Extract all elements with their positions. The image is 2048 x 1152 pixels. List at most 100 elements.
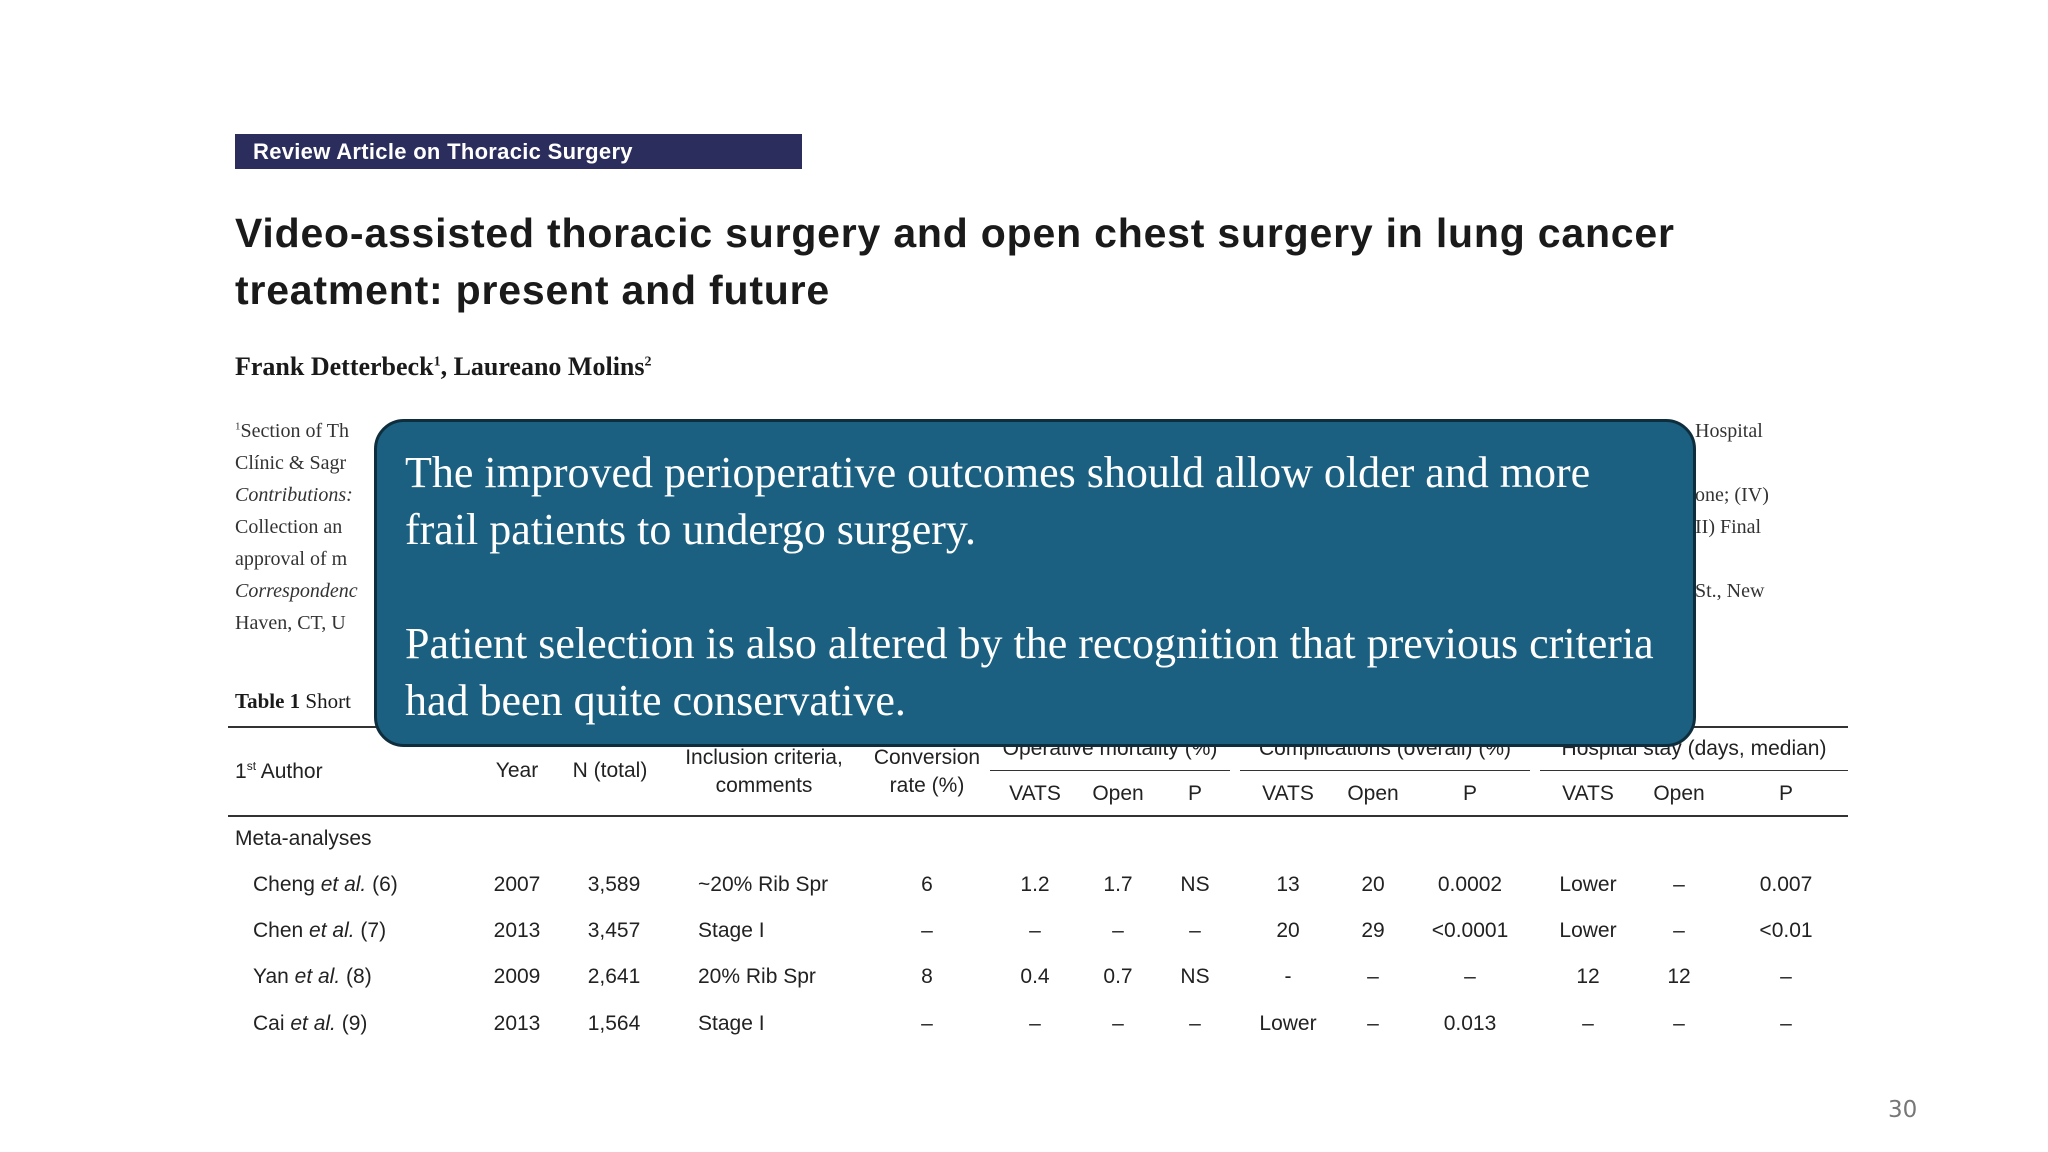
cell-c-p: – xyxy=(1464,965,1476,988)
affiliation-line: approval of m xyxy=(235,548,348,570)
cell-conv: – xyxy=(921,1012,933,1035)
cell-h-open: – xyxy=(1673,919,1685,942)
subheader-p: P xyxy=(1462,782,1478,805)
section-label: Meta-analyses xyxy=(235,827,372,850)
affiliation-line: one; (IV) xyxy=(1695,484,1769,506)
cell-year: 2009 xyxy=(493,965,541,988)
cell-incl: Stage I xyxy=(698,919,765,942)
cell-conv: 6 xyxy=(921,873,933,896)
header-conversion-line: rate (%) xyxy=(889,774,965,797)
cell-h-p: 0.007 xyxy=(1759,873,1813,896)
subheader-vats: VATS xyxy=(1009,782,1061,805)
table-caption: Table 1 Short xyxy=(235,689,351,714)
cell-h-open: – xyxy=(1673,873,1685,896)
affiliation-line: 1Section of Th xyxy=(235,420,349,443)
author-etal: et al. xyxy=(284,1012,336,1035)
author-surname: Cheng xyxy=(253,873,315,896)
cell-c-vats: - xyxy=(1284,965,1292,988)
header-author-sup: st xyxy=(246,759,257,773)
table-caption-label: Table 1 xyxy=(235,689,301,713)
journal-banner: Review Article on Thoracic Surgery xyxy=(235,134,802,169)
affiliation-superscript: 1 xyxy=(235,420,241,433)
page-number: 30 xyxy=(1888,1097,1918,1123)
cell-m-vats: – xyxy=(1029,919,1041,942)
cell-m-p: – xyxy=(1189,919,1201,942)
cell-c-vats: 20 xyxy=(1276,919,1300,942)
cell-c-p: 0.0002 xyxy=(1437,873,1503,896)
table-header-rule xyxy=(228,815,1848,817)
authors: Frank Detterbeck1, Laureano Molins2 xyxy=(235,352,652,382)
affiliation-line: St., New xyxy=(1695,580,1765,602)
subheader-open: Open xyxy=(1092,782,1144,805)
cell-h-vats: Lower xyxy=(1559,873,1617,896)
cell-year: 2013 xyxy=(493,919,541,942)
callout-text: Patient selection is also altered by the… xyxy=(405,619,1654,725)
callout-box: The improved perioperative outcomes shou… xyxy=(374,419,1696,747)
cell-c-vats: 13 xyxy=(1276,873,1300,896)
group-rule-hospital xyxy=(1540,770,1848,771)
header-author-num: 1 xyxy=(235,760,247,783)
cell-h-p: – xyxy=(1780,965,1792,988)
subheader-vats: VATS xyxy=(1262,782,1314,805)
cell-h-open: 12 xyxy=(1667,965,1691,988)
header-conversion: Conversion rate (%) xyxy=(874,744,980,800)
cell-h-vats: Lower xyxy=(1559,919,1617,942)
header-author-text: Author xyxy=(256,760,323,783)
cell-author: Yan et al. (8) xyxy=(253,965,372,989)
cell-h-open: – xyxy=(1673,1012,1685,1035)
subheader-p: P xyxy=(1187,782,1203,805)
table-caption-text: Short xyxy=(300,689,351,713)
affiliation-line: II) Final xyxy=(1695,516,1762,538)
author-etal: et al. xyxy=(303,919,355,942)
cell-n: 1,564 xyxy=(587,1012,641,1035)
cell-m-vats: 0.4 xyxy=(1020,965,1050,988)
cell-c-p: <0.0001 xyxy=(1431,919,1509,942)
affiliation-line: Contributions: xyxy=(235,484,353,506)
group-rule-mortality xyxy=(990,770,1230,771)
author-superscript: 1 xyxy=(433,354,441,370)
cell-m-p: – xyxy=(1189,1012,1201,1035)
cell-author: Cheng et al. (6) xyxy=(253,873,398,897)
affiliation-line: Hospital xyxy=(1695,420,1763,442)
author-ref: (6) xyxy=(366,873,398,896)
author-etal: et al. xyxy=(288,965,341,988)
author-ref: (9) xyxy=(335,1012,368,1035)
cell-h-vats: 12 xyxy=(1576,965,1600,988)
callout-text: The improved perioperative outcomes shou… xyxy=(405,448,1591,554)
cell-m-vats: – xyxy=(1029,1012,1041,1035)
author-surname: Cai xyxy=(253,1012,285,1035)
cell-c-open: – xyxy=(1367,965,1379,988)
cell-m-open: 1.7 xyxy=(1103,873,1133,896)
cell-m-open: – xyxy=(1112,1012,1124,1035)
affiliation-text: Section of Th xyxy=(240,420,350,442)
header-inclusion-line: Inclusion criteria, xyxy=(685,746,843,769)
header-inclusion-line: comments xyxy=(715,774,813,797)
cell-incl: 20% Rib Spr xyxy=(698,965,816,988)
author-name: Laureano Molins xyxy=(453,352,645,381)
affiliation-line: Collection an xyxy=(235,516,343,538)
cell-incl: Stage I xyxy=(698,1012,765,1035)
cell-c-p: 0.013 xyxy=(1443,1012,1497,1035)
cell-m-p: NS xyxy=(1180,965,1210,988)
subheader-open: Open xyxy=(1347,782,1399,805)
cell-h-vats: – xyxy=(1582,1012,1594,1035)
cell-n: 3,589 xyxy=(587,873,641,896)
subheader-p: P xyxy=(1778,782,1794,805)
affiliation-line: Clínic & Sagr xyxy=(235,452,347,474)
subheader-vats: VATS xyxy=(1562,782,1614,805)
cell-year: 2007 xyxy=(493,873,541,896)
cell-m-vats: 1.2 xyxy=(1020,873,1050,896)
cell-n: 3,457 xyxy=(587,919,641,942)
cell-c-open: 20 xyxy=(1361,873,1385,896)
affiliation-line: Haven, CT, U xyxy=(235,612,346,634)
cell-c-open: – xyxy=(1367,1012,1379,1035)
author-surname: Yan xyxy=(253,965,289,988)
header-n-total: N (total) xyxy=(572,759,648,782)
cell-c-open: 29 xyxy=(1361,919,1385,942)
author-superscript: 2 xyxy=(644,354,652,370)
author-ref: (7) xyxy=(354,919,387,942)
cell-h-p: <0.01 xyxy=(1759,919,1813,942)
header-year: Year xyxy=(495,759,539,782)
author-separator: , xyxy=(440,352,454,381)
cell-year: 2013 xyxy=(493,1012,541,1035)
